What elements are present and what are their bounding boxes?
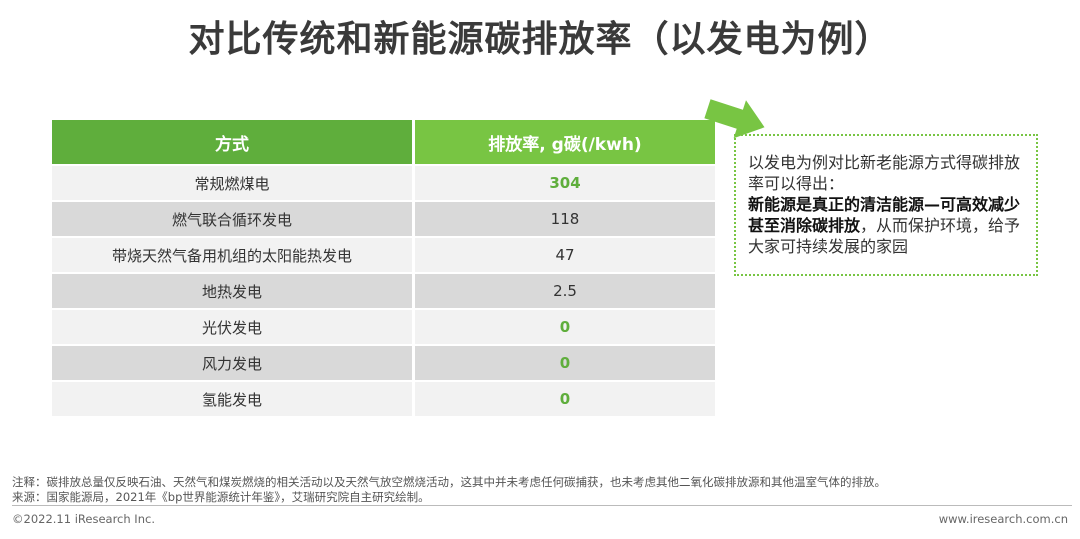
cell-rate: 47 [415,238,715,272]
conclusion-highlight: 新能源是真正的清洁能源—可高效减少甚至消除碳排放 [748,195,1021,235]
table-row: 风力发电 0 [52,346,715,380]
footer-divider [12,505,1072,506]
cell-method: 带烧天然气备用机组的太阳能热发电 [52,238,412,272]
cell-rate: 0 [415,382,715,416]
footnote-source: 来源：国家能源局，2021年《bp世界能源统计年鉴》，艾瑞研究院自主研究绘制。 [12,490,430,504]
cell-method: 光伏发电 [52,310,412,344]
cell-method: 常规燃煤电 [52,166,412,200]
conclusion-box: 以发电为例对比新老能源方式得碳排放率可以得出： 新能源是真正的清洁能源—可高效减… [734,134,1038,276]
page-title: 对比传统和新能源碳排放率（以发电为例） [188,19,892,60]
table-row: 光伏发电 0 [52,310,715,344]
header-rate: 排放率, g碳(/kwh) [415,120,715,164]
table-row: 氢能发电 0 [52,382,715,416]
cell-rate: 2.5 [415,274,715,308]
cell-rate: 0 [415,346,715,380]
cell-method: 风力发电 [52,346,412,380]
emission-table: 方式 排放率, g碳(/kwh) 常规燃煤电 304 燃气联合循环发电 118 带烧天然… [52,120,715,416]
cell-rate: 118 [415,202,715,236]
table-row: 燃气联合循环发电 118 [52,202,715,236]
cell-method: 燃气联合循环发电 [52,202,412,236]
header-method: 方式 [52,120,412,164]
cell-rate: 304 [415,166,715,200]
website-link[interactable]: www.iresearch.com.cn [938,512,1068,526]
cell-method: 地热发电 [52,274,412,308]
copyright: ©2022.11 iResearch Inc. [12,512,155,526]
table-row: 常规燃煤电 304 [52,166,715,200]
table-row: 地热发电 2.5 [52,274,715,308]
conclusion-intro: 以发电为例对比新老能源方式得碳排放率可以得出： [748,153,1021,193]
cell-method: 氢能发电 [52,382,412,416]
arrow-icon [704,99,765,139]
footnote-note: 注释：碳排放总量仅反映石油、天然气和煤炭燃烧的相关活动以及天然气放空燃烧活动，这… [12,475,886,489]
table-header: 方式 排放率, g碳(/kwh) [52,120,715,164]
conclusion-rest: ，从而保护环境，给予大家可持续发展的家园 [748,216,1021,256]
table-row: 带烧天然气备用机组的太阳能热发电 47 [52,238,715,272]
cell-rate: 0 [415,310,715,344]
